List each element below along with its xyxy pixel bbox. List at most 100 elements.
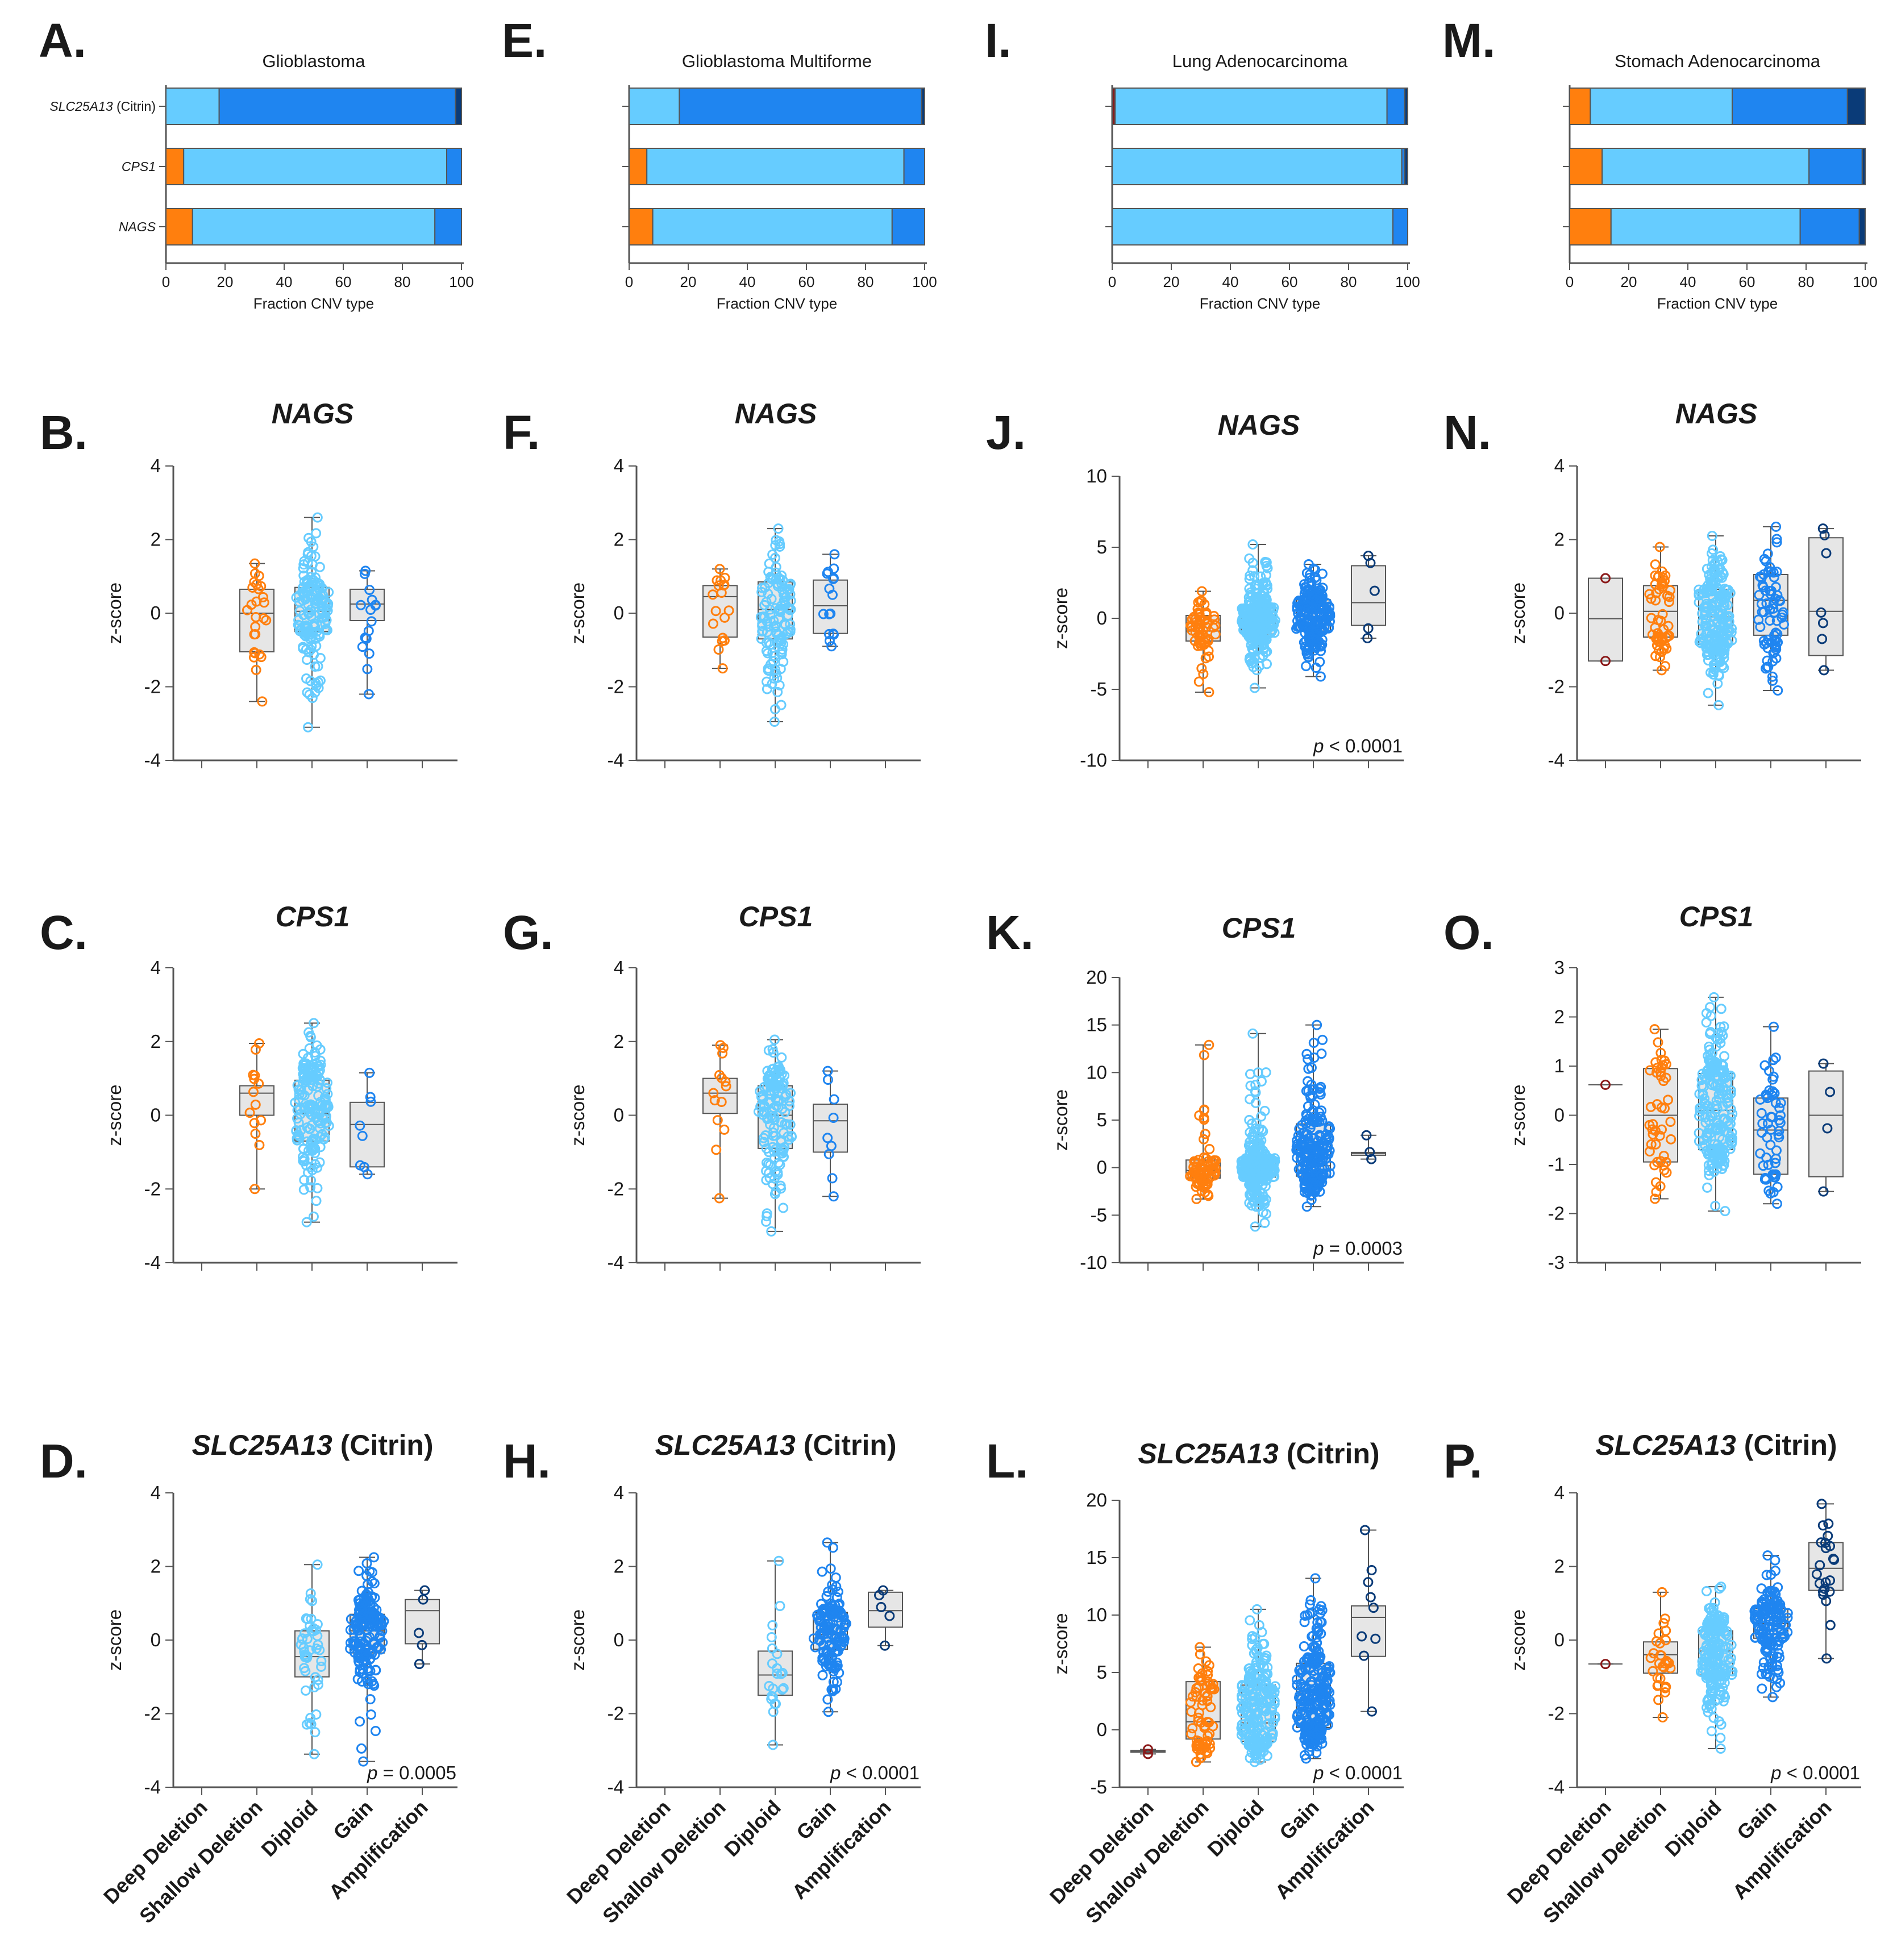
bar-x-tick-label: 60 [1739,273,1755,290]
data-point [1651,634,1662,644]
data-point [713,580,724,591]
data-point [1203,1189,1213,1200]
box-group-amplification [1351,1130,1386,1164]
bar-x-tick-label: 80 [858,273,874,290]
bar-segment [629,148,648,185]
data-point [1650,622,1661,633]
data-point [1368,1603,1379,1613]
data-point [874,1589,885,1600]
bar-segment [1569,88,1591,125]
data-point [306,1613,317,1624]
data-point [1185,1697,1196,1708]
data-point [257,696,268,707]
data-point [1244,573,1255,584]
data-point [1198,669,1209,680]
data-point [1208,1679,1218,1689]
data-point [779,589,790,600]
data-point [313,1639,323,1650]
data-point [1325,1160,1336,1171]
data-point [364,1067,375,1078]
data-point [312,1559,323,1570]
data-point [348,1636,359,1647]
data-point [1716,1582,1727,1592]
box-y-tick-label: 4 [151,455,161,476]
data-point [1694,584,1704,595]
data-point [1654,542,1665,552]
data-point [1245,1146,1255,1157]
data-point [315,652,326,663]
box-y-axis-label: z-score [1050,1613,1071,1674]
box-chart-title: SLC25A13 (Citrin) [1138,1438,1379,1470]
data-point [1829,1554,1840,1565]
data-point [761,1216,772,1227]
box-y-tick-label: 0 [614,1105,624,1126]
data-point [1236,1703,1247,1713]
data-point [825,1563,836,1574]
data-point [299,1663,310,1674]
data-point [1143,1744,1153,1755]
data-point [1245,1753,1255,1763]
data-point [1727,1127,1737,1138]
data-point [769,651,780,661]
data-point [1191,613,1201,624]
data-point [831,1677,842,1688]
data-point [835,1625,846,1636]
data-point [1818,1186,1829,1197]
data-point [1761,1570,1772,1580]
bar-x-axis-label: Fraction CNV type [717,295,837,312]
data-point [825,1598,836,1609]
data-point [828,1113,839,1123]
data-point [1257,1729,1267,1740]
data-point [314,1157,325,1168]
bar-x-tick-label: 40 [276,273,293,290]
data-point [302,1633,313,1644]
data-point [829,1094,839,1105]
data-point [323,587,334,598]
bar-x-tick-label: 20 [1163,273,1180,290]
data-point [299,1175,310,1185]
data-point [250,1129,261,1139]
data-point [370,1725,381,1736]
data-point [1600,1079,1611,1090]
box-group-diploid [1694,531,1737,710]
data-point [309,1682,320,1692]
data-point [777,1080,788,1091]
data-point [1311,1632,1322,1643]
box-y-axis-label: z-score [567,1609,588,1671]
data-point [784,1101,795,1112]
box-y-tick-label: 2 [614,529,624,550]
data-point [1366,1565,1377,1576]
data-point [302,722,313,733]
data-point [1648,1129,1658,1140]
data-point [368,1552,379,1563]
data-point [1249,1702,1260,1713]
data-point [1307,1145,1317,1155]
data-point [1310,1573,1321,1584]
data-point [1304,1608,1315,1619]
panel-letter: M. [1442,14,1495,67]
box-y-tick-label: -2 [1548,1203,1565,1224]
box-y-axis-label: z-score [104,1609,125,1671]
data-point [1767,1090,1778,1101]
data-point [1713,1158,1724,1169]
data-point [1209,1684,1220,1695]
data-point [1762,655,1773,666]
bar-chart-title: Glioblastoma [263,51,366,71]
data-point [1207,1164,1218,1175]
data-point [772,686,783,697]
data-point [769,1699,780,1709]
data-point [1309,1187,1320,1198]
box-y-tick-label: -4 [608,1252,624,1273]
data-point [785,1119,796,1130]
data-point [1705,1058,1716,1069]
data-point [1661,1072,1671,1083]
box-group-shallow-deletion [702,1040,738,1204]
panel-letter: I. [985,14,1012,67]
box-y-tick-label: -3 [1548,1252,1565,1273]
data-point [1655,1673,1666,1684]
data-point [1712,679,1723,689]
p-value: p < 0.0001 [1313,735,1403,756]
data-point [766,593,777,604]
data-point [1712,617,1723,627]
data-point [758,1133,769,1143]
